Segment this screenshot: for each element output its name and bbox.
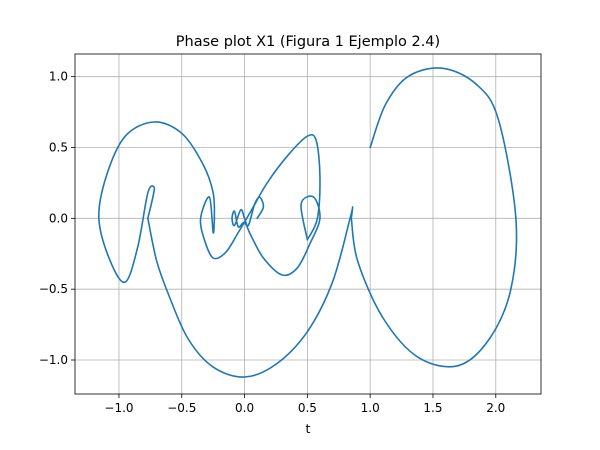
- x-tick-label: 2.0: [486, 401, 505, 415]
- x-axis-label: t: [306, 421, 311, 436]
- y-tick-label: −1.0: [39, 353, 68, 367]
- y-tick-label: 0.5: [49, 141, 68, 155]
- chart-title: Phase plot X1 (Figura 1 Ejemplo 2.4): [176, 34, 440, 50]
- x-tick-label: −0.5: [167, 401, 196, 415]
- plot-frame: [74, 53, 542, 395]
- x-tick-label: 0.0: [235, 401, 254, 415]
- y-tick-label: 1.0: [49, 70, 68, 84]
- curve-layer: [98, 67, 518, 378]
- series-line-segment-5: [231, 195, 321, 277]
- x-tick-label: −1.0: [104, 401, 133, 415]
- x-tick-label: 0.5: [298, 401, 317, 415]
- x-tick-label: 1.0: [361, 401, 380, 415]
- grid-layer: [75, 54, 541, 394]
- series-line-segment-1: [350, 67, 518, 368]
- y-tick-label: 0.0: [49, 211, 68, 225]
- tick-layer: −1.0 −0.5 0.0 0.5 1.0 1.5 2.0 −1.0 −0.5 0.0 0.5 1.0: [39, 70, 505, 415]
- series-line-segment-2: [147, 206, 354, 378]
- series-line-segment-3: [98, 121, 216, 284]
- x-tick-label: 1.5: [423, 401, 442, 415]
- y-tick-label: −0.5: [39, 282, 68, 296]
